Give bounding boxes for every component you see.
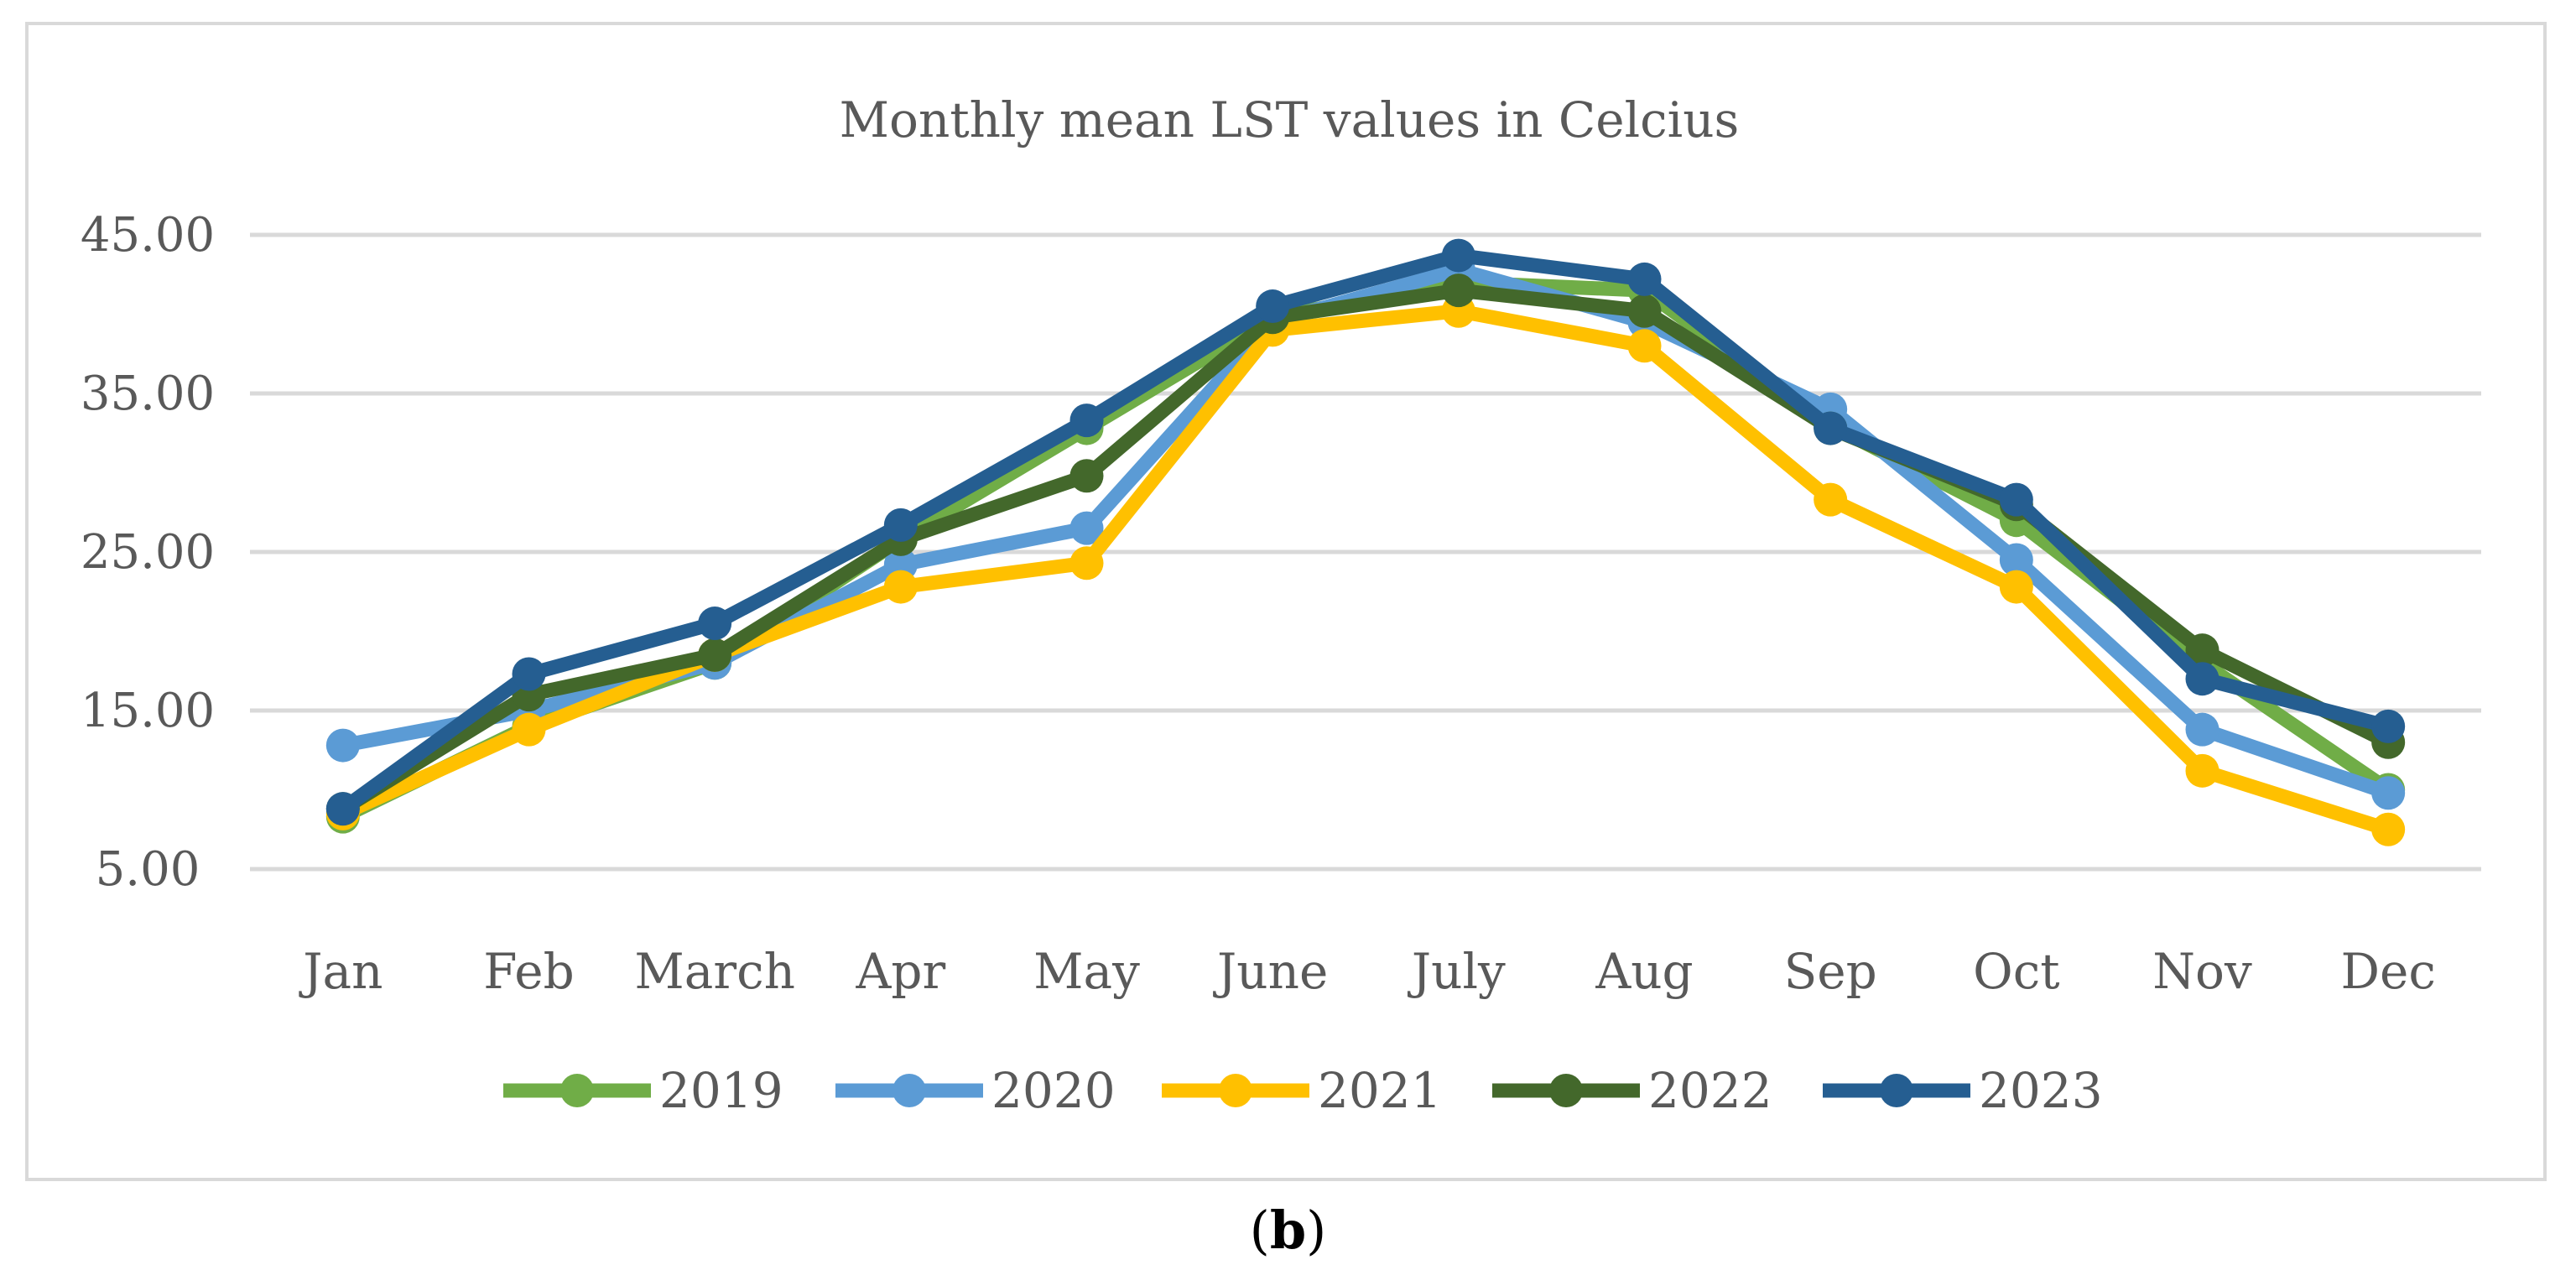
x-category-label: Oct xyxy=(1973,943,2059,1000)
data-point xyxy=(325,728,360,763)
x-category-label: March xyxy=(634,943,795,1000)
data-point xyxy=(2371,812,2406,846)
data-point xyxy=(1256,289,1290,324)
series-line xyxy=(336,283,2396,816)
data-point xyxy=(698,638,732,672)
legend-item: 2020 xyxy=(835,1062,1116,1119)
legend-label: 2019 xyxy=(659,1062,783,1119)
legend-swatch-marker xyxy=(892,1074,926,1107)
gridlines xyxy=(250,232,2481,872)
data-point xyxy=(883,570,918,604)
series-2022 xyxy=(325,273,2406,826)
data-point xyxy=(1069,459,1104,493)
data-point xyxy=(1069,511,1104,545)
data-point xyxy=(2371,709,2406,743)
series-line xyxy=(336,248,2396,816)
data-point xyxy=(512,712,546,747)
data-point xyxy=(2185,753,2220,788)
x-category-label: Feb xyxy=(483,943,575,1000)
x-category-label: Nov xyxy=(2152,943,2252,1000)
series-2019 xyxy=(325,265,2406,834)
data-point xyxy=(698,607,732,641)
x-category-label: Dec xyxy=(2341,943,2436,1000)
series-lines xyxy=(325,238,2406,846)
x-category-label: June xyxy=(1213,943,1328,1000)
line-chart: Monthly mean LST values in Celcius 5.00 1… xyxy=(81,91,2481,1119)
data-point xyxy=(1069,546,1104,581)
legend-swatch-marker xyxy=(1549,1074,1583,1107)
legend-swatch-marker xyxy=(560,1074,594,1107)
legend-item: 2023 xyxy=(1823,1062,2103,1119)
series-line xyxy=(336,263,2396,800)
legend: 2019 2020 2021 2022 2023 xyxy=(503,1062,2103,1119)
data-point xyxy=(1814,411,1848,445)
y-tick-label: 5.00 xyxy=(96,842,200,897)
data-point xyxy=(512,657,546,691)
legend-item: 2019 xyxy=(503,1062,783,1119)
y-axis-ticks: 5.00 15.00 25.00 35.00 45.00 xyxy=(81,208,215,897)
legend-swatch-marker xyxy=(1219,1074,1252,1107)
data-point xyxy=(1069,404,1104,438)
caption-open: ( xyxy=(1249,1200,1270,1261)
x-category-label: Sep xyxy=(1784,943,1877,1000)
x-category-label: Aug xyxy=(1595,943,1693,1000)
data-point xyxy=(1814,482,1848,517)
data-point xyxy=(883,508,918,542)
data-point xyxy=(1627,294,1662,328)
x-category-label: May xyxy=(1033,943,1140,1000)
caption-close: ) xyxy=(1306,1200,1327,1261)
x-axis-categories: Jan Feb March Apr May June July Aug Sep Oct Nov Dec xyxy=(299,943,2436,1000)
data-point xyxy=(1999,543,2033,577)
legend-swatch-marker xyxy=(1880,1074,1913,1107)
chart-title: Monthly mean LST values in Celcius xyxy=(840,91,1740,148)
data-point xyxy=(2185,712,2220,747)
data-point xyxy=(1441,273,1475,308)
figure-caption: (b) xyxy=(0,1200,2576,1261)
y-tick-label: 25.00 xyxy=(81,525,215,580)
y-tick-label: 15.00 xyxy=(81,684,215,738)
chart-frame: Monthly mean LST values in Celcius 5.00 1… xyxy=(25,22,2547,1181)
data-point xyxy=(1627,329,1662,363)
series-2020 xyxy=(325,253,2406,810)
data-point xyxy=(1999,482,2033,517)
legend-label: 2021 xyxy=(1318,1062,1442,1119)
x-category-label: Jan xyxy=(299,943,382,1000)
legend-label: 2022 xyxy=(1648,1062,1772,1119)
data-point xyxy=(2371,776,2406,810)
legend-item: 2021 xyxy=(1162,1062,1442,1119)
y-tick-label: 35.00 xyxy=(81,367,215,421)
data-point xyxy=(325,792,360,826)
data-point xyxy=(1627,262,1662,296)
legend-item: 2022 xyxy=(1492,1062,1772,1119)
data-point xyxy=(2185,662,2220,696)
y-tick-label: 45.00 xyxy=(81,208,215,263)
data-point xyxy=(2185,633,2220,668)
caption-letter: b xyxy=(1269,1200,1307,1261)
x-category-label: Apr xyxy=(855,943,945,1000)
data-point xyxy=(1441,238,1475,273)
x-category-label: July xyxy=(1408,943,1506,1000)
series-2023 xyxy=(325,238,2406,826)
legend-label: 2023 xyxy=(1979,1062,2103,1119)
data-point xyxy=(1999,570,2033,604)
legend-label: 2020 xyxy=(991,1062,1116,1119)
